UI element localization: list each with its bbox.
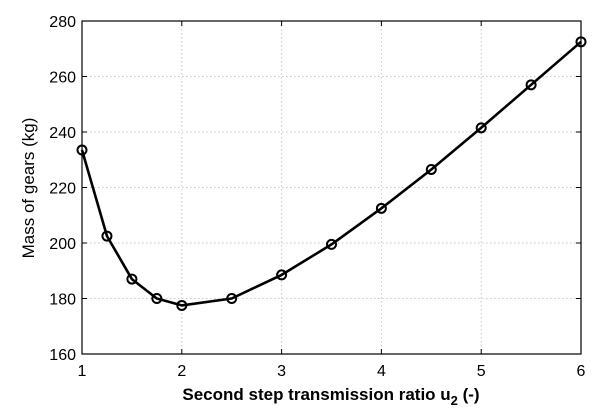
x-axis-label-subscript: 2: [451, 393, 458, 408]
x-axis-label-main: Second step transmission ratio u: [182, 385, 450, 404]
data-point: [226, 293, 238, 304]
data-point: [475, 122, 487, 134]
grid: [82, 21, 581, 354]
y-tick-label: 260: [49, 70, 76, 87]
x-axis-label-tail: (-): [458, 385, 480, 404]
data-point: [375, 202, 387, 214]
data-point: [151, 293, 163, 304]
x-tick-label: 3: [277, 363, 286, 380]
y-tick-label: 180: [49, 292, 76, 309]
y-tick-label: 160: [49, 347, 76, 364]
data-point: [76, 144, 88, 156]
x-tick-label: 1: [78, 363, 87, 380]
series-group: [76, 36, 587, 311]
x-tick-label: 5: [477, 363, 486, 380]
y-tick-label: 220: [49, 181, 76, 198]
y-tick-label: 240: [49, 125, 76, 142]
x-tick-label: 2: [177, 363, 186, 380]
y-tick-label: 280: [49, 14, 76, 31]
x-tick-label: 4: [377, 363, 386, 380]
data-point: [276, 269, 288, 281]
data-point: [101, 230, 113, 242]
data-point: [525, 79, 537, 91]
data-point: [176, 299, 188, 311]
y-tick-label: 200: [49, 236, 76, 253]
series-line: [80, 40, 582, 307]
x-axis-label: Second step transmission ratio u2 (-): [182, 385, 479, 408]
axis-ticks: 1 2 3 4 5 6 160 180 200 220 240 260 280: [49, 14, 585, 380]
y-axis-label: Mass of gears (kg): [19, 118, 38, 259]
data-point: [425, 163, 437, 175]
data-point: [326, 238, 337, 250]
data-point: [575, 36, 587, 48]
data-point: [126, 273, 138, 285]
x-tick-label: 6: [577, 363, 586, 380]
